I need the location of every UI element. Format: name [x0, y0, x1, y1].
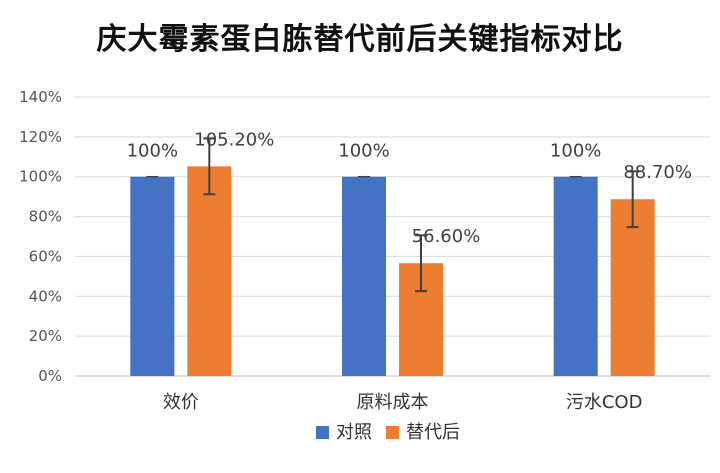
bar-control — [130, 176, 175, 376]
y-tick-label: 140% — [19, 88, 62, 106]
data-label: 105.20% — [194, 129, 274, 150]
y-tick-label: 60% — [29, 247, 62, 265]
y-tick-label: 80% — [29, 208, 62, 226]
y-tick-label: 40% — [29, 287, 62, 305]
chart-title: 庆大霉素蛋白胨替代前后关键指标对比 — [96, 22, 624, 57]
legend-label: 对照 — [336, 422, 372, 443]
y-tick-label: 120% — [19, 128, 62, 146]
y-tick-label: 0% — [38, 367, 62, 385]
bar-replaced — [187, 166, 232, 376]
x-tick-label: 效价 — [163, 392, 199, 413]
bar-control — [342, 176, 386, 376]
data-label: 100% — [338, 141, 389, 162]
legend-label: 替代后 — [406, 422, 460, 443]
data-label: 100% — [127, 141, 178, 162]
legend-swatch — [316, 426, 329, 439]
data-label: 56.60% — [412, 226, 481, 247]
x-tick-label: 污水COD — [566, 392, 643, 413]
bar-control — [553, 176, 598, 376]
bar-replaced — [610, 199, 655, 376]
data-label: 100% — [550, 141, 601, 162]
legend-swatch — [386, 426, 399, 439]
x-tick-label: 原料成本 — [357, 392, 429, 413]
y-tick-label: 100% — [19, 168, 62, 186]
data-label: 88.70% — [623, 162, 692, 183]
y-tick-label: 20% — [29, 327, 62, 345]
